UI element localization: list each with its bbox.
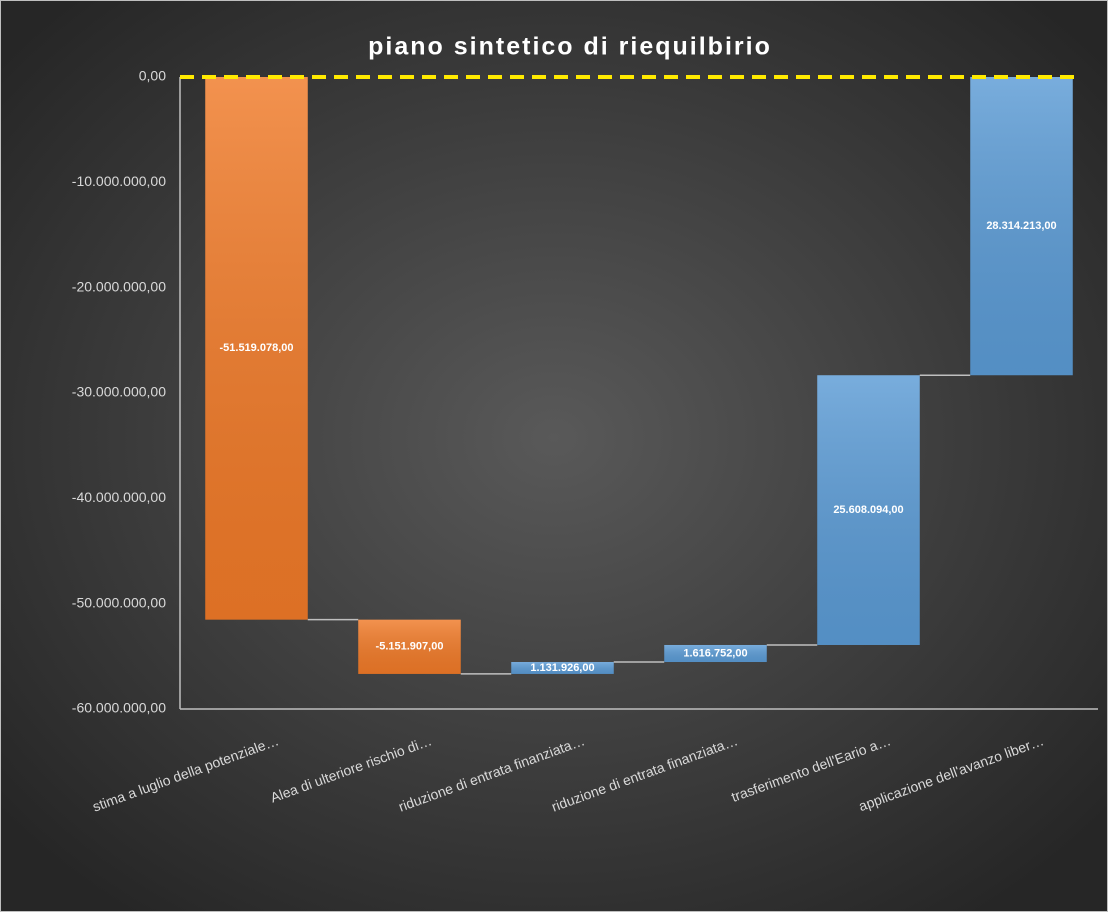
- y-tick-label: 0,00: [139, 68, 166, 84]
- y-tick-label: -10.000.000,00: [72, 173, 166, 189]
- y-tick-label: -20.000.000,00: [72, 278, 166, 294]
- y-tick-label: -30.000.000,00: [72, 384, 166, 400]
- data-label: 25.608.094,00: [833, 504, 903, 516]
- data-label: 1.131.926,00: [530, 662, 594, 674]
- data-label: 1.616.752,00: [683, 647, 747, 659]
- chart-title: piano sintetico di riequilbirio: [368, 33, 772, 61]
- bar-shade: [511, 662, 614, 674]
- y-tick-label: -60.000.000,00: [72, 700, 166, 716]
- bar-shade: [358, 619, 461, 674]
- bar-shade: [664, 644, 767, 663]
- bar-shade: [205, 77, 308, 620]
- data-label: -5.151.907,00: [376, 641, 444, 653]
- bar-shade: [970, 77, 1073, 376]
- data-label: -51.519.078,00: [219, 342, 293, 354]
- y-tick-label: -40.000.000,00: [72, 489, 166, 505]
- bar-shade: [817, 375, 920, 645]
- y-tick-label: -50.000.000,00: [72, 594, 166, 610]
- data-label: 28.314.213,00: [986, 220, 1056, 232]
